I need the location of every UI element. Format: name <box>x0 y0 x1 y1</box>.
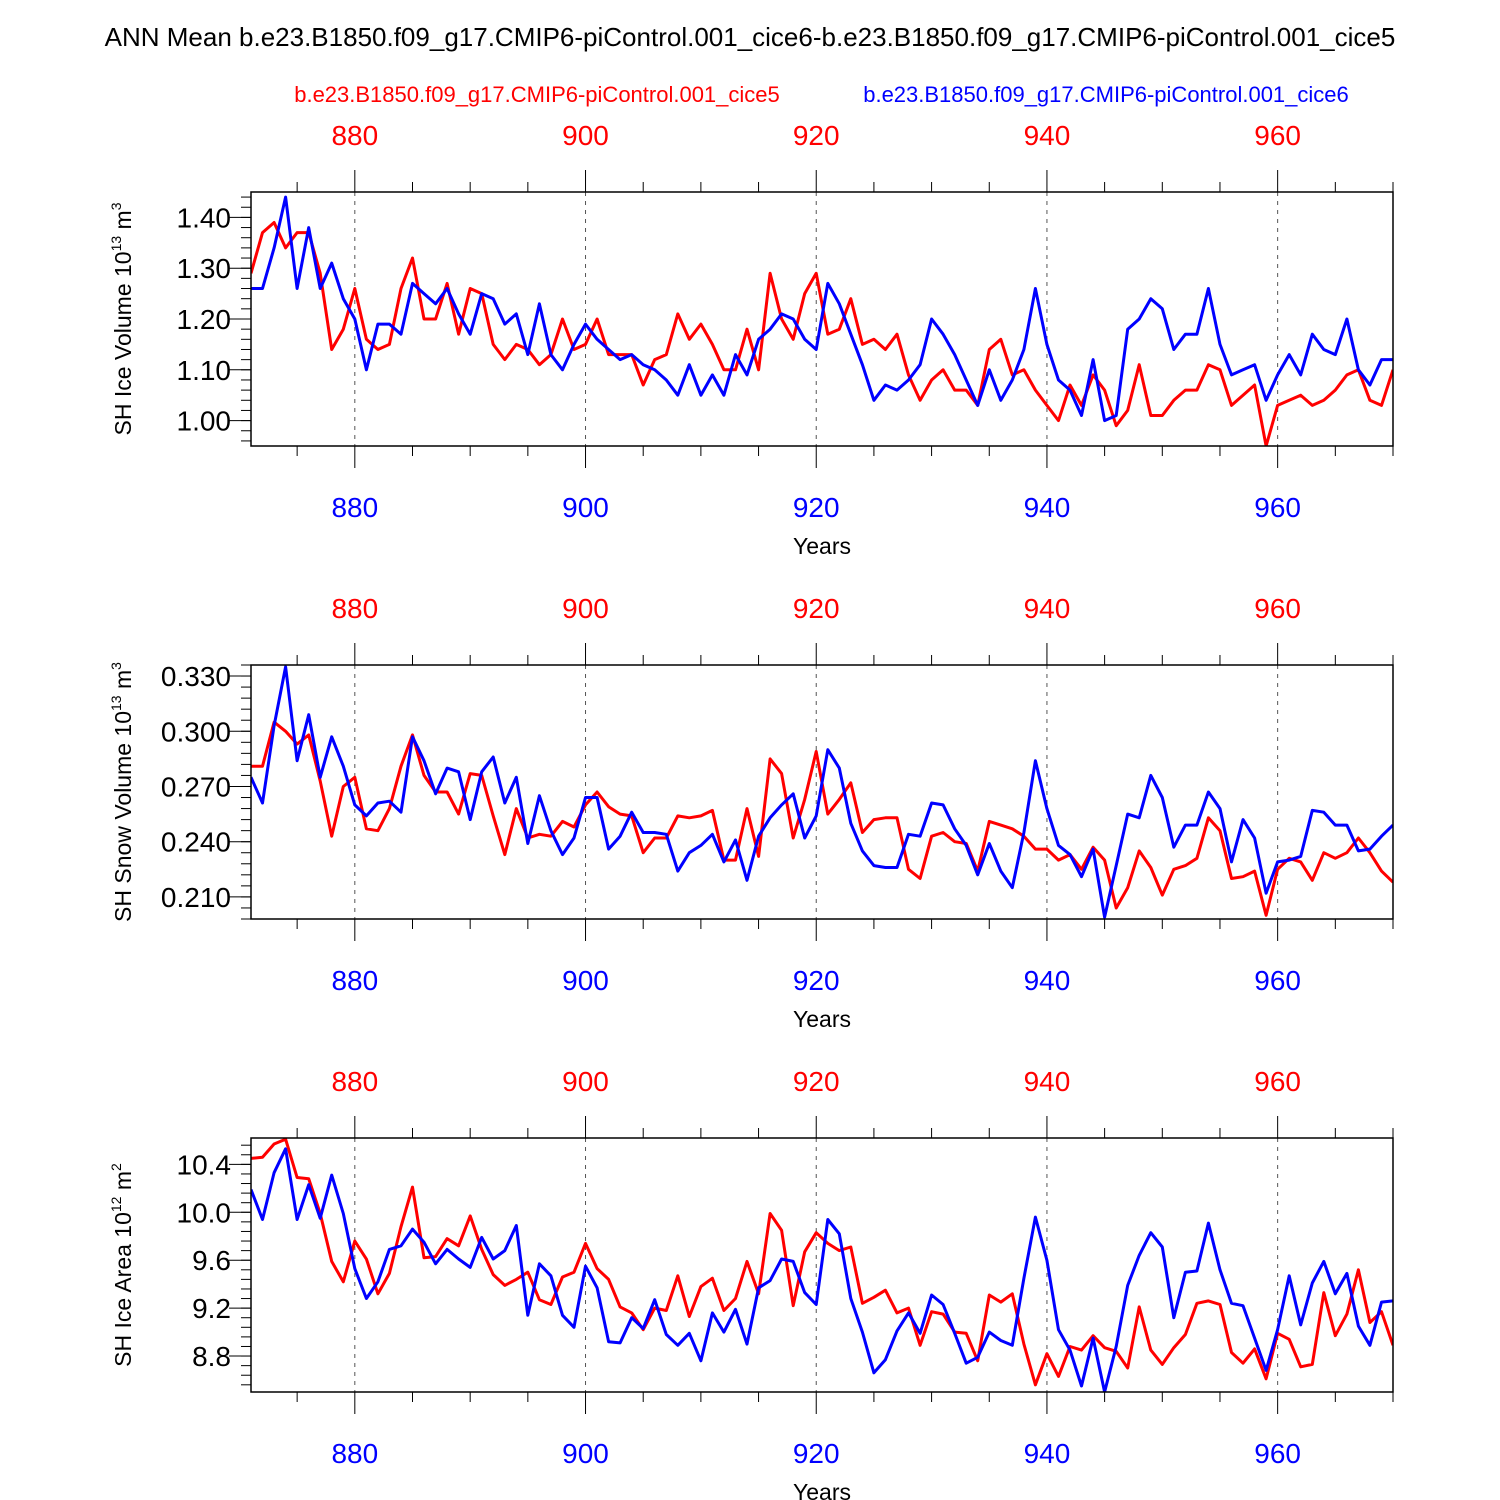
plot-frame <box>250 664 1394 920</box>
x-tick-label-top: 900 <box>562 593 609 624</box>
series-line-blue <box>251 1147 1393 1392</box>
x-tick-label-bottom: 920 <box>793 1438 840 1469</box>
chart-panel-3: 8.8 9.2 9.6 10.0 10.4 880 880 900 900 920 920 940 94… <box>108 1066 1394 1500</box>
x-tick-label-top: 900 <box>562 1066 609 1097</box>
legend-label-red: b.e23.B1850.f09_g17.CMIP6-piControl.001_… <box>294 82 780 107</box>
x-tick-label-bottom: 900 <box>562 1438 609 1469</box>
series-line-blue <box>251 195 1393 423</box>
x-tick-label-top: 900 <box>562 120 609 151</box>
plot-frame <box>250 191 1394 447</box>
x-tick-label-bottom: 920 <box>793 492 840 523</box>
chart-panel-1: 1.00 1.10 1.20 1.30 1.40 880 880 900 900 920 920 94… <box>108 120 1394 559</box>
x-tick-label-top: 880 <box>331 1066 378 1097</box>
y-tick-label: 1.30 <box>177 253 232 284</box>
y-axis-label: SH Snow Volume 1013 m3 <box>108 662 136 922</box>
y-tick-label: 10.4 <box>177 1149 232 1180</box>
series-line-red <box>251 1138 1393 1387</box>
x-tick-label-top: 940 <box>1024 593 1071 624</box>
x-axis-label: Years <box>793 533 851 559</box>
x-tick-label-bottom: 940 <box>1024 965 1071 996</box>
series-line-blue <box>251 665 1393 919</box>
y-tick-label: 1.10 <box>177 355 232 386</box>
y-tick-label: 9.2 <box>192 1293 231 1324</box>
plot-frame <box>250 1137 1394 1393</box>
y-tick-label: 0.240 <box>161 827 231 858</box>
x-tick-label-top: 880 <box>331 120 378 151</box>
y-tick-label: 1.20 <box>177 304 232 335</box>
legend-label-blue: b.e23.B1850.f09_g17.CMIP6-piControl.001_… <box>863 82 1349 107</box>
y-tick-label: 10.0 <box>177 1197 232 1228</box>
y-tick-label: 8.8 <box>192 1341 231 1372</box>
x-tick-label-top: 960 <box>1254 593 1301 624</box>
y-tick-label: 0.270 <box>161 771 231 802</box>
x-tick-label-top: 960 <box>1254 1066 1301 1097</box>
y-axis-label: SH Ice Volume 1013 m3 <box>108 202 136 435</box>
x-tick-label-top: 920 <box>793 593 840 624</box>
y-tick-label: 1.00 <box>177 406 232 437</box>
x-tick-label-bottom: 900 <box>562 965 609 996</box>
x-tick-label-top: 940 <box>1024 120 1071 151</box>
x-tick-label-top: 920 <box>793 120 840 151</box>
y-axis-label: SH Ice Area 1012 m2 <box>108 1163 136 1367</box>
x-tick-label-bottom: 900 <box>562 492 609 523</box>
x-tick-label-top: 880 <box>331 593 378 624</box>
x-axis-label: Years <box>793 1479 851 1500</box>
series-line-red <box>251 221 1393 446</box>
y-tick-label: 9.6 <box>192 1245 231 1276</box>
x-tick-label-bottom: 940 <box>1024 1438 1071 1469</box>
chart-panel-2: 0.210 0.240 0.270 0.300 0.330 880 880 900 900 920… <box>108 593 1394 1032</box>
x-tick-label-bottom: 880 <box>331 492 378 523</box>
x-tick-label-top: 940 <box>1024 1066 1071 1097</box>
x-tick-label-top: 920 <box>793 1066 840 1097</box>
x-tick-label-top: 960 <box>1254 120 1301 151</box>
x-tick-label-bottom: 960 <box>1254 492 1301 523</box>
x-tick-label-bottom: 960 <box>1254 1438 1301 1469</box>
x-tick-label-bottom: 920 <box>793 965 840 996</box>
x-axis-label: Years <box>793 1006 851 1032</box>
chart-panels: 1.00 1.10 1.20 1.30 1.40 880 880 900 900 920 920 94… <box>108 120 1394 1500</box>
y-tick-label: 0.330 <box>161 661 231 692</box>
y-tick-label: 1.40 <box>177 202 232 233</box>
y-tick-label: 0.210 <box>161 882 231 913</box>
x-tick-label-bottom: 880 <box>331 1438 378 1469</box>
x-tick-label-bottom: 940 <box>1024 492 1071 523</box>
chart-title: ANN Mean b.e23.B1850.f09_g17.CMIP6-piCon… <box>105 22 1396 52</box>
x-tick-label-bottom: 960 <box>1254 965 1301 996</box>
x-tick-label-bottom: 880 <box>331 965 378 996</box>
y-tick-label: 0.300 <box>161 716 231 747</box>
